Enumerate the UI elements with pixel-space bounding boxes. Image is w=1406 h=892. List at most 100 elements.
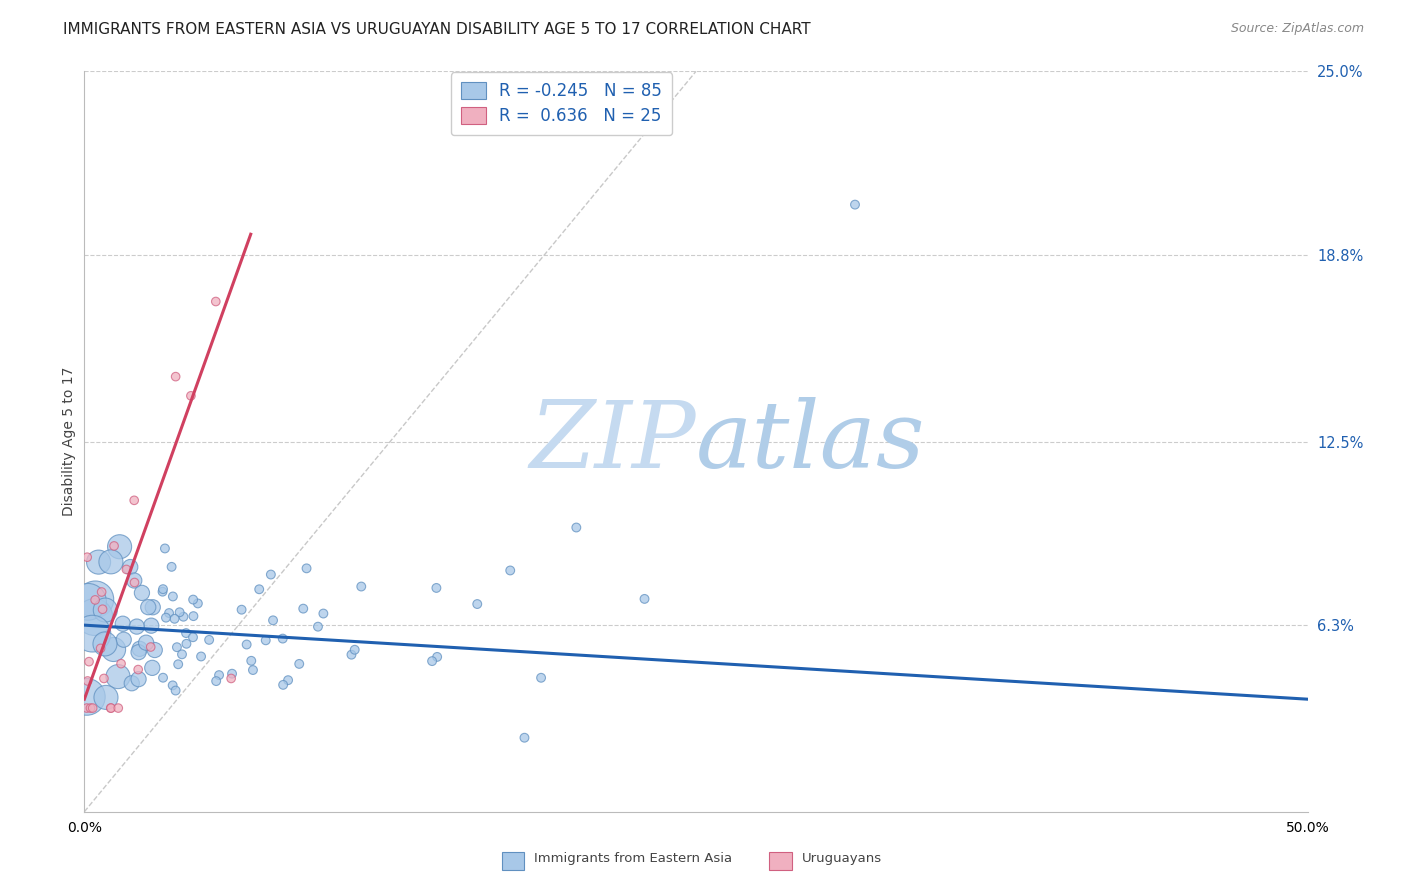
Bar bbox=[502, 853, 524, 871]
Point bbox=[155, 610, 177, 624]
Point bbox=[242, 663, 264, 677]
Point bbox=[205, 674, 228, 689]
Point bbox=[208, 668, 231, 682]
Point bbox=[174, 626, 197, 640]
Point bbox=[163, 612, 186, 626]
Point bbox=[100, 555, 122, 569]
Point bbox=[77, 595, 100, 609]
Point bbox=[90, 641, 112, 656]
Point bbox=[204, 294, 226, 309]
Point bbox=[295, 561, 318, 575]
Point bbox=[247, 582, 270, 597]
Point bbox=[122, 493, 145, 508]
Y-axis label: Disability Age 5 to 17: Disability Age 5 to 17 bbox=[62, 367, 76, 516]
Point bbox=[103, 642, 125, 657]
Point bbox=[135, 635, 157, 649]
Point bbox=[82, 701, 104, 715]
Point bbox=[420, 654, 443, 668]
Point bbox=[111, 616, 134, 631]
Point bbox=[425, 581, 447, 595]
Text: Uruguayans: Uruguayans bbox=[801, 853, 882, 865]
Point bbox=[124, 575, 146, 590]
Point bbox=[169, 605, 191, 619]
Point bbox=[76, 673, 98, 688]
Point bbox=[176, 637, 198, 651]
Point bbox=[312, 607, 335, 621]
Point bbox=[110, 657, 132, 671]
Point bbox=[340, 648, 363, 662]
Point bbox=[100, 701, 122, 715]
Point bbox=[79, 701, 101, 715]
Point bbox=[94, 603, 117, 617]
Point bbox=[83, 610, 105, 624]
Point bbox=[165, 683, 187, 698]
Point bbox=[87, 555, 110, 569]
Point bbox=[240, 654, 263, 668]
Legend: R = -0.245   N = 85, R =  0.636   N = 25: R = -0.245 N = 85, R = 0.636 N = 25 bbox=[451, 72, 672, 136]
Text: Immigrants from Eastern Asia: Immigrants from Eastern Asia bbox=[534, 853, 733, 865]
Point bbox=[91, 602, 114, 616]
Point bbox=[90, 585, 112, 599]
Point bbox=[262, 613, 284, 627]
Text: Source: ZipAtlas.com: Source: ZipAtlas.com bbox=[1230, 22, 1364, 36]
Point bbox=[142, 600, 165, 615]
Point bbox=[499, 564, 522, 578]
Point bbox=[181, 630, 204, 644]
Point bbox=[77, 655, 100, 669]
Point bbox=[292, 601, 315, 615]
Point bbox=[76, 701, 98, 715]
Point bbox=[122, 574, 145, 588]
Point bbox=[76, 690, 98, 704]
Point bbox=[143, 643, 166, 657]
Point bbox=[190, 649, 212, 664]
Point bbox=[127, 663, 149, 677]
Point bbox=[136, 600, 159, 615]
Point bbox=[121, 676, 143, 690]
Point bbox=[157, 606, 180, 620]
Point bbox=[120, 560, 142, 574]
Point bbox=[271, 678, 294, 692]
Point bbox=[277, 673, 299, 688]
Text: IMMIGRANTS FROM EASTERN ASIA VS URUGUAYAN DISABILITY AGE 5 TO 17 CORRELATION CHA: IMMIGRANTS FROM EASTERN ASIA VS URUGUAYA… bbox=[63, 22, 811, 37]
Point bbox=[152, 584, 174, 599]
Point bbox=[100, 701, 122, 715]
Point bbox=[343, 642, 366, 657]
Point bbox=[128, 645, 150, 659]
Point bbox=[160, 559, 183, 574]
Point bbox=[172, 609, 194, 624]
Point bbox=[307, 620, 329, 634]
Point bbox=[183, 609, 205, 624]
Point bbox=[128, 641, 150, 656]
Point bbox=[167, 657, 190, 672]
Point bbox=[844, 197, 866, 211]
Point bbox=[530, 671, 553, 685]
Point bbox=[166, 640, 188, 655]
Point bbox=[231, 603, 253, 617]
Point bbox=[633, 591, 655, 606]
Point bbox=[162, 678, 184, 692]
Point bbox=[426, 649, 449, 664]
Point bbox=[94, 690, 117, 705]
Point bbox=[82, 626, 104, 640]
Point bbox=[84, 593, 107, 607]
Point bbox=[198, 632, 221, 647]
Point bbox=[141, 618, 163, 632]
Point bbox=[115, 562, 138, 576]
Point bbox=[350, 580, 373, 594]
Point bbox=[128, 672, 150, 686]
Point bbox=[103, 539, 125, 553]
Point bbox=[513, 731, 536, 745]
Point bbox=[84, 592, 107, 607]
Bar bbox=[769, 853, 792, 871]
Point bbox=[565, 520, 588, 534]
Point bbox=[108, 540, 131, 554]
Point bbox=[153, 541, 176, 556]
Point bbox=[170, 648, 193, 662]
Point bbox=[152, 582, 174, 596]
Point bbox=[93, 672, 115, 686]
Point bbox=[235, 638, 257, 652]
Point bbox=[152, 671, 174, 685]
Point bbox=[465, 597, 488, 611]
Point bbox=[219, 672, 242, 686]
Point bbox=[139, 640, 162, 654]
